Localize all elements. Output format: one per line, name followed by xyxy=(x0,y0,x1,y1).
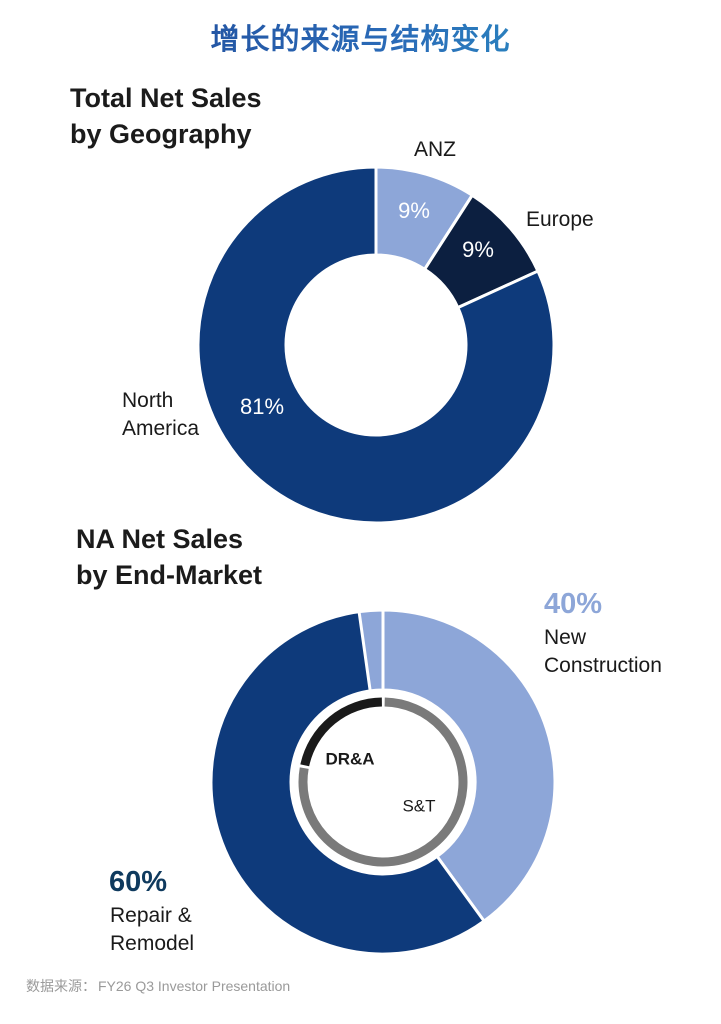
new-construction-label-line2: Construction xyxy=(544,654,662,677)
geo-title-line2: by Geography xyxy=(70,119,252,149)
north-america-slice xyxy=(196,165,556,525)
market-title-line2: by End-Market xyxy=(76,560,263,590)
market-title-line1: NA Net Sales xyxy=(76,524,244,554)
repair-remodel-label-line2: Remodel xyxy=(110,932,195,955)
st-label: S&T xyxy=(402,796,435,815)
st-ring-segment xyxy=(298,697,468,867)
market-donut-chart: DR&A S&T xyxy=(209,608,557,956)
anz-label: ANZ xyxy=(414,138,456,161)
dra-label: DR&A xyxy=(325,749,374,768)
page-title: 增长的来源与结构变化 xyxy=(0,16,721,58)
new-construction-slice xyxy=(381,608,557,924)
anz-value: 9% xyxy=(398,198,430,223)
repair-remodel-label-line1: Repair & xyxy=(110,904,192,927)
geo-title-line1: Total Net Sales xyxy=(70,83,262,113)
europe-value: 9% xyxy=(462,237,494,262)
geo-chart-title: Total Net Sales by Geography xyxy=(70,80,262,152)
source-label: 数据来源： xyxy=(26,978,96,994)
repair-remodel-slice xyxy=(209,608,487,956)
north-america-label-line1: North xyxy=(122,389,174,412)
geo-donut-chart: 9% 9% 81% xyxy=(196,165,556,525)
source-text: FY26 Q3 Investor Presentation xyxy=(98,978,291,994)
source-note: 数据来源： FY26 Q3 Investor Presentation xyxy=(26,976,292,996)
north-america-value: 81% xyxy=(240,394,284,419)
repair-remodel-value: 60% xyxy=(109,866,168,898)
new-construction-sliver xyxy=(357,608,385,693)
new-construction-label: New Construction xyxy=(544,624,662,680)
market-chart-title: NA Net Sales by End-Market xyxy=(76,521,262,593)
europe-label: Europe xyxy=(526,208,594,231)
repair-remodel-label: Repair & Remodel xyxy=(110,902,194,958)
new-construction-label-line1: New xyxy=(544,626,587,649)
new-construction-value: 40% xyxy=(544,588,603,620)
north-america-label: North America xyxy=(122,387,199,443)
north-america-label-line2: America xyxy=(122,417,200,440)
dra-ring-segment xyxy=(300,697,383,767)
